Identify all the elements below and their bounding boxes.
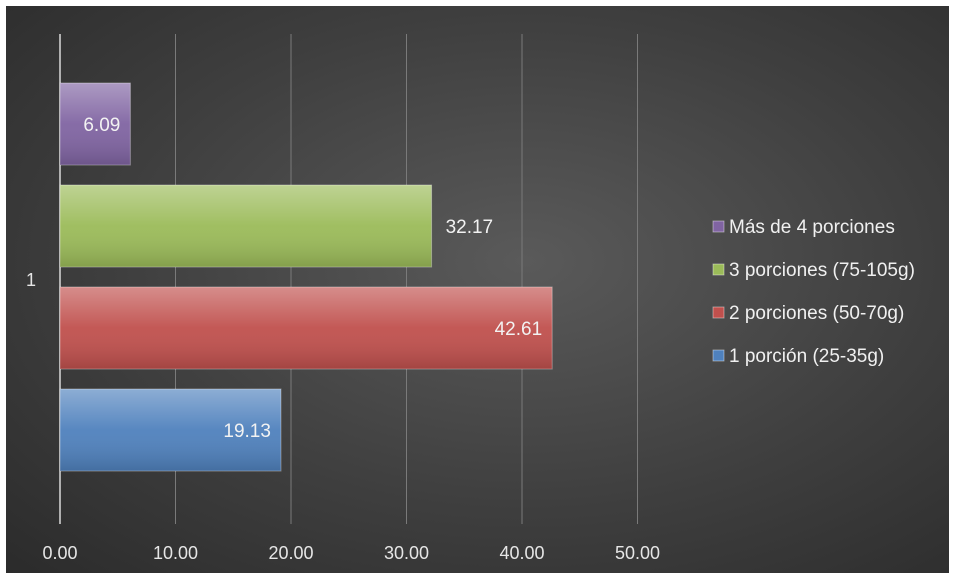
legend-swatch <box>712 306 725 319</box>
bar-shine <box>60 83 131 165</box>
legend-entry: 3 porciones (75-105g) <box>712 260 915 281</box>
x-tick-label: 0.00 <box>42 543 77 563</box>
x-axis-ticks: 0.00 10.00 20.00 30.00 40.00 50.00 <box>42 543 660 563</box>
legend-label: 2 porciones (50-70g) <box>729 303 904 324</box>
x-tick-label: 40.00 <box>499 543 544 563</box>
legend: Más de 4 porciones 3 porciones (75-105g) 2… <box>712 217 915 367</box>
bar-chart: 19.13 42.61 32.17 6.09 0.00 10.00 20.00 30.00 4… <box>26 34 915 563</box>
data-label: 32.17 <box>446 217 494 238</box>
category-label: 1 <box>26 270 36 290</box>
legend-entry: 1 porción (25-35g) <box>712 346 884 367</box>
data-label: 6.09 <box>83 115 120 136</box>
data-label: 42.61 <box>495 319 543 340</box>
legend-label: 1 porción (25-35g) <box>729 346 884 367</box>
x-tick-label: 10.00 <box>153 543 198 563</box>
x-tick-label: 50.00 <box>615 543 660 563</box>
bar-group: 32.17 <box>59 184 494 268</box>
bars: 19.13 42.61 32.17 6.09 <box>59 82 553 472</box>
legend-label: Más de 4 porciones <box>729 217 895 238</box>
legend-swatch <box>712 263 725 276</box>
chart-area: 19.13 42.61 32.17 6.09 0.00 10.00 20.00 30.00 4… <box>6 6 949 573</box>
bar-group: 19.13 <box>59 388 282 472</box>
legend-label: 3 porciones (75-105g) <box>729 260 915 281</box>
bar-group: 6.09 <box>59 82 131 166</box>
bar-shine <box>60 389 281 471</box>
legend-swatch <box>712 349 725 362</box>
legend-entry: 2 porciones (50-70g) <box>712 303 904 324</box>
data-label: 19.13 <box>223 421 271 442</box>
legend-swatch <box>712 220 725 233</box>
bar-shine <box>60 185 432 267</box>
bar-group: 42.61 <box>59 286 553 370</box>
x-tick-label: 20.00 <box>268 543 313 563</box>
bar-shine <box>60 287 553 369</box>
x-tick-label: 30.00 <box>384 543 429 563</box>
legend-entry: Más de 4 porciones <box>712 217 895 238</box>
